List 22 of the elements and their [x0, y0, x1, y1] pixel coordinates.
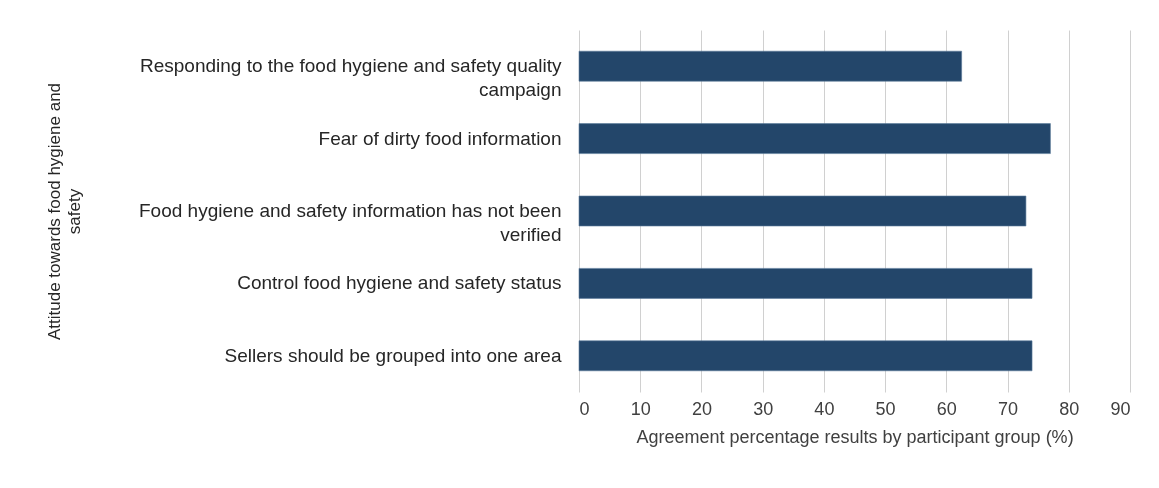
- y-tick-label: Responding to the food hygiene and safety quality campaign: [140, 55, 562, 101]
- x-tick-label: 20: [691, 398, 712, 419]
- y-tick-label: Control food hygiene and safety status: [237, 272, 562, 294]
- x-tick-label: 80: [1059, 398, 1080, 419]
- y-tick-label: Fear of dirty food information: [318, 127, 562, 149]
- bar: [578, 340, 1033, 372]
- x-tick-label: 30: [753, 398, 774, 419]
- x-tick-label: 60: [936, 398, 957, 419]
- x-tick-label: 10: [630, 398, 651, 419]
- x-tick-label: 50: [875, 398, 896, 419]
- bar: [578, 123, 1051, 154]
- y-tick-label: Sellers should be grouped into one area: [224, 344, 562, 366]
- y-axis-title: Attitude towards food hygiene and safety: [44, 82, 84, 341]
- x-tick-label: 40: [814, 398, 835, 419]
- y-tick-label: Food hygiene and safety information has not been verified: [138, 200, 562, 245]
- x-tick-label: 0: [579, 398, 590, 419]
- bar: [578, 195, 1027, 227]
- x-axis-title: Agreement percentage results by participant group (%): [636, 426, 1074, 447]
- x-tick-label: 90: [1110, 398, 1131, 419]
- x-tick-label: 70: [998, 398, 1019, 419]
- bar: [578, 268, 1033, 299]
- bar: [578, 50, 962, 82]
